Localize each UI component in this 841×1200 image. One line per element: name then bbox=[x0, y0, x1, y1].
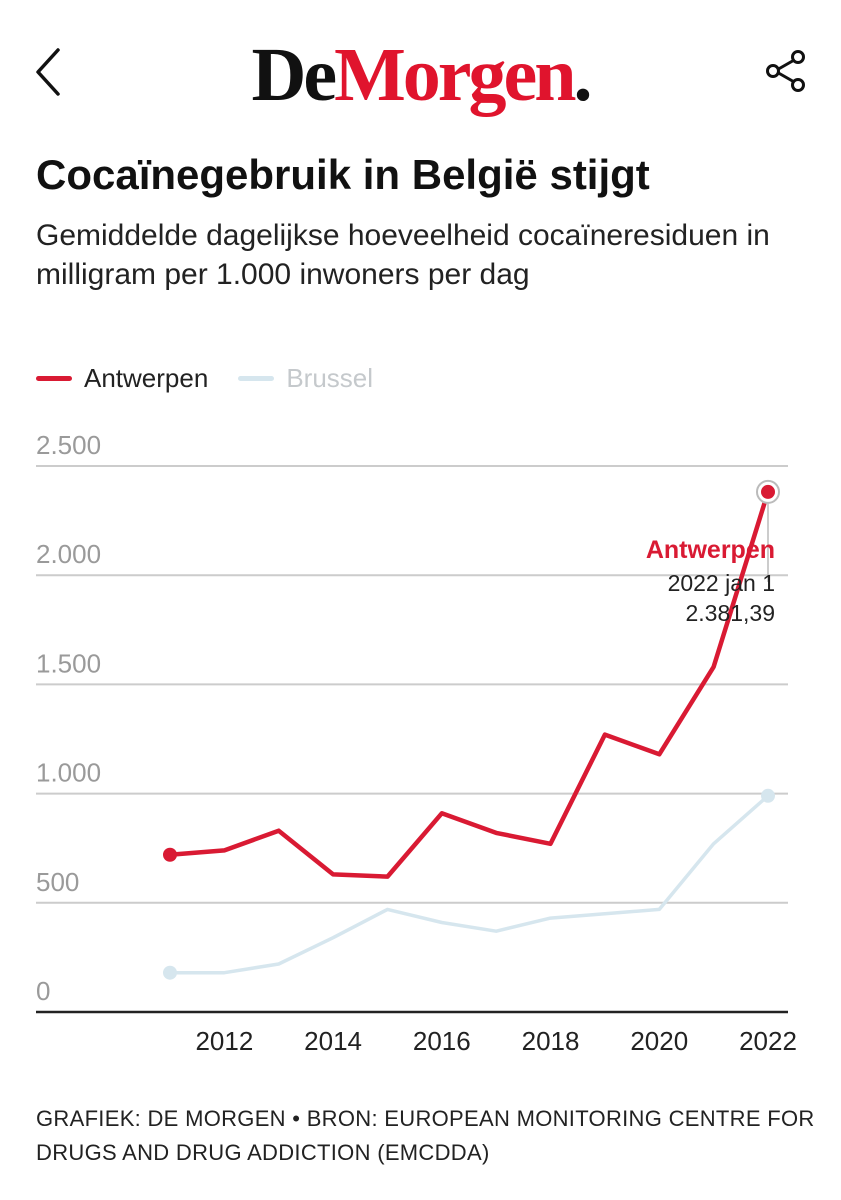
series-line-antwerpen bbox=[167, 489, 771, 879]
tooltip-value-label: 2.381,39 bbox=[685, 600, 775, 626]
y-tick-label: 2.000 bbox=[36, 539, 101, 569]
tooltip-date-label: 2022 jan 1 bbox=[668, 570, 775, 596]
x-tick-label: 2020 bbox=[630, 1026, 688, 1056]
chart-subtitle: Gemiddelde dagelijkse hoeveelheid cocaïn… bbox=[36, 219, 770, 291]
series-end-point-antwerpen[interactable] bbox=[761, 484, 775, 499]
legend-swatch-brussel bbox=[238, 375, 275, 381]
legend-label-brussel: Brussel bbox=[286, 362, 374, 393]
chart-title: Cocaïnegebruik in België stijgt bbox=[36, 151, 650, 198]
series-line-brussel bbox=[168, 794, 770, 975]
x-tick-label: 2018 bbox=[522, 1026, 580, 1056]
chart-source: GRAFIEK: DE MORGEN • BRON: EUROPEAN MONI… bbox=[36, 1106, 815, 1165]
x-tick-label: 2016 bbox=[413, 1026, 471, 1056]
y-tick-label: 500 bbox=[36, 867, 79, 897]
line-chart: 0 500 1.000 1.500 2.000 2.500 2012 2014 2016 2018… bbox=[36, 430, 797, 1056]
chart-legend: Antwerpen Brussel bbox=[36, 358, 403, 398]
series-start-point-antwerpen bbox=[163, 847, 177, 862]
share-button[interactable] bbox=[760, 44, 816, 96]
chevron-left-icon bbox=[36, 48, 60, 96]
top-bar: DeMorgen. bbox=[0, 0, 841, 140]
legend-item-antwerpen[interactable]: Antwerpen bbox=[36, 363, 208, 394]
series-end-point-brussel bbox=[761, 788, 775, 803]
y-tick-label: 0 bbox=[36, 976, 50, 1006]
logo: DeMorgen. bbox=[0, 30, 841, 120]
series-start-point-brussel bbox=[163, 965, 177, 980]
y-tick-label: 1.000 bbox=[36, 758, 101, 788]
legend-item-brussel[interactable]: Brussel bbox=[238, 363, 373, 394]
x-tick-label: 2014 bbox=[304, 1026, 362, 1056]
x-tick-label: 2012 bbox=[195, 1026, 253, 1056]
tooltip-series-label: Antwerpen bbox=[646, 536, 775, 564]
x-tick-label: 2022 bbox=[739, 1026, 797, 1056]
back-button[interactable] bbox=[28, 44, 72, 100]
legend-swatch-antwerpen bbox=[36, 375, 72, 381]
logo-dot: . bbox=[573, 33, 593, 117]
logo-morgen: Morgen bbox=[334, 33, 576, 117]
y-tick-label: 2.500 bbox=[36, 430, 101, 460]
logo-de: De bbox=[251, 33, 337, 117]
legend-label-antwerpen: Antwerpen bbox=[84, 362, 209, 393]
y-tick-label: 1.500 bbox=[36, 648, 101, 678]
share-icon bbox=[766, 50, 805, 92]
